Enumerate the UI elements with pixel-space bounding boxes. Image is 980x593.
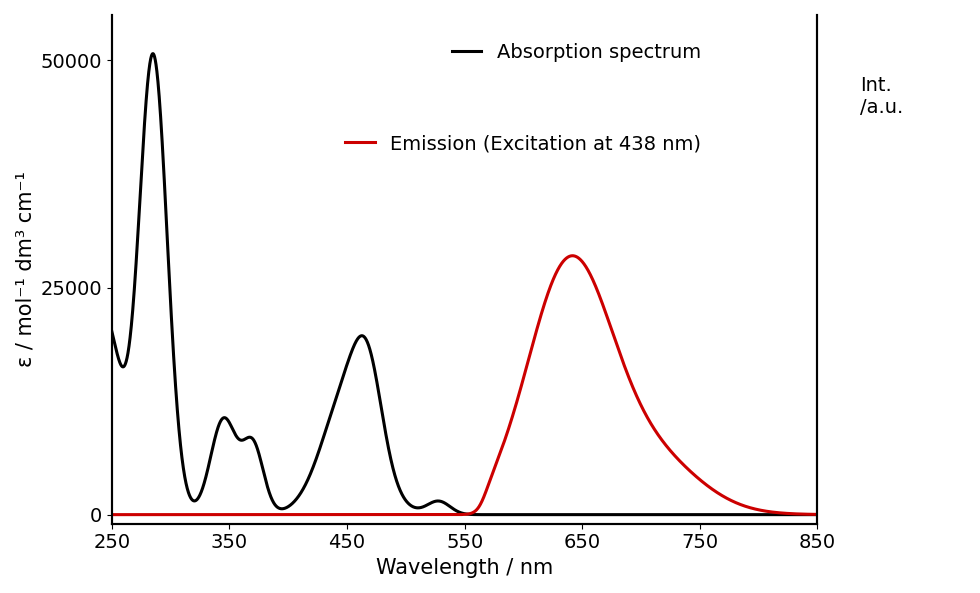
Y-axis label: Int.
/a.u.: Int. /a.u. <box>859 76 903 117</box>
X-axis label: Wavelength / nm: Wavelength / nm <box>376 558 554 578</box>
Legend: Emission (Excitation at 438 nm): Emission (Excitation at 438 nm) <box>338 126 709 161</box>
Y-axis label: ε / mol⁻¹ dm³ cm⁻¹: ε / mol⁻¹ dm³ cm⁻¹ <box>15 171 35 367</box>
